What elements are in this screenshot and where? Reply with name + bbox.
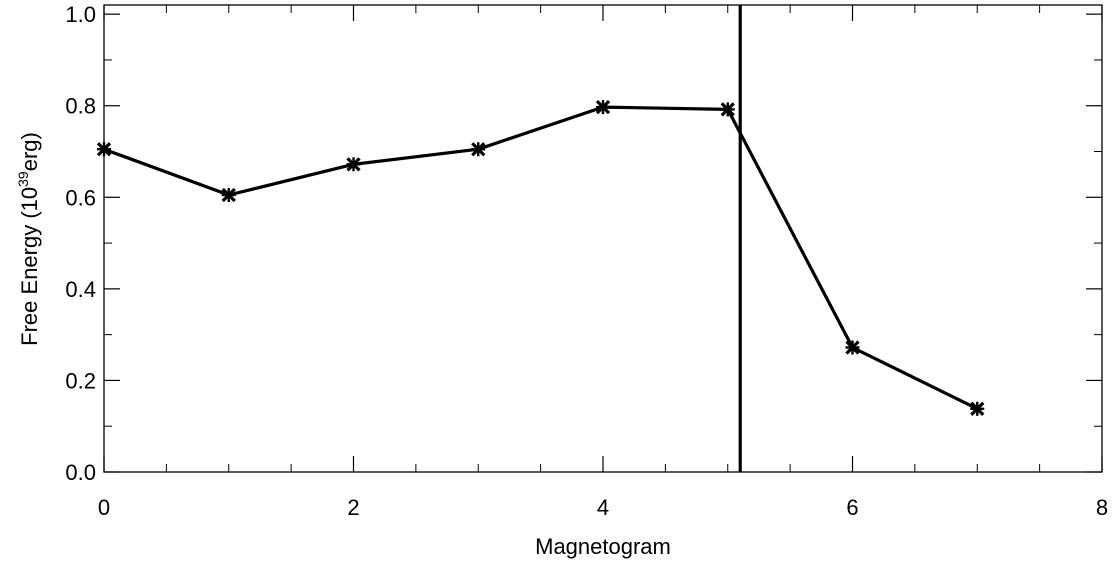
- data-point: [595, 99, 611, 115]
- tick-labels: 0 2 4 6 8 0.0 0.2 0.4 0.6 0.8 1.0: [65, 2, 1108, 520]
- data-series: [96, 5, 985, 472]
- data-point: [471, 142, 486, 157]
- data-point: [720, 102, 735, 117]
- data-point: [221, 187, 236, 203]
- x-tick-label: 0: [98, 495, 110, 520]
- data-point: [845, 340, 860, 355]
- x-tick-label: 6: [846, 495, 858, 520]
- plot-frame: [103, 4, 1103, 473]
- y-tick-label: 0.4: [65, 277, 96, 302]
- y-axis-label-suffix: erg): [17, 132, 42, 171]
- y-axis-label-exponent: 39: [15, 171, 31, 187]
- data-point: [970, 401, 985, 416]
- series-line: [103, 105, 979, 411]
- data-point: [346, 157, 361, 172]
- y-tick-label: 1.0: [65, 2, 96, 27]
- axis-ticks: [103, 5, 1103, 473]
- x-axis-label: Magnetogram: [535, 534, 671, 559]
- x-tick-label: 8: [1096, 495, 1108, 520]
- x-tick-label: 2: [347, 495, 359, 520]
- y-tick-label: 0.6: [65, 185, 96, 210]
- y-tick-label: 0.8: [65, 94, 96, 119]
- y-axis-label: Free Energy (1039erg): [15, 132, 42, 346]
- y-tick-label: 0.2: [65, 368, 96, 393]
- x-tick-label: 4: [597, 495, 609, 520]
- y-axis-label-prefix: Free Energy (10: [17, 187, 42, 346]
- y-tick-label: 0.0: [65, 460, 96, 485]
